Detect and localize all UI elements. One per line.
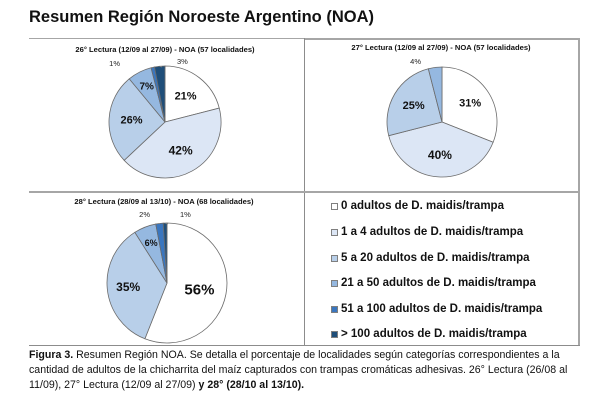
- frame-divider-horizontal: [29, 191, 580, 193]
- legend-swatch: [331, 279, 338, 287]
- legend-label: 51 a 100 adultos de D. maidis/trampa: [341, 303, 543, 315]
- pie-slice: [388, 121, 494, 178]
- slice-label: 4%: [410, 57, 421, 66]
- pie-slice: [386, 68, 443, 137]
- pie-slice: [164, 65, 220, 123]
- legend-label: 5 a 20 adultos de D. maidis/trampa: [341, 252, 530, 264]
- slice-label: 21%: [175, 90, 197, 102]
- legend-item: 21 a 50 adultos de D. maidis/trampa: [331, 275, 536, 291]
- frame-top-left: [29, 38, 304, 39]
- caption-text: Resumen Región NOA. Se detalla el porcen…: [29, 349, 568, 392]
- pie-chart-27-lectura: 27° Lectura (12/09 al 27/09) - NOA (57 l…: [351, 43, 531, 178]
- chart-title: 26° Lectura (12/09 al 27/09) - NOA (57 l…: [75, 45, 255, 54]
- legend-swatch: [331, 330, 338, 338]
- chart-title: 27° Lectura (12/09 al 27/09) - NOA (57 l…: [351, 43, 531, 52]
- slice-label: 2%: [139, 210, 150, 219]
- leader-line: [159, 65, 163, 68]
- legend-swatch: [331, 202, 338, 210]
- pie-slice: [441, 66, 498, 143]
- pie-chart-28-lectura: 28° Lectura (28/09 al 13/10) - NOA (68 l…: [74, 197, 254, 344]
- figure-caption: Figura 3. Resumen Región NOA. Se detalla…: [29, 348, 589, 394]
- slice-label: 56%: [184, 281, 214, 298]
- caption-figure-label: Figura 3.: [29, 349, 74, 361]
- leader-line: [165, 222, 169, 225]
- pie-slice: [108, 78, 166, 161]
- page-title: Resumen Región Noroeste Argentino (NOA): [29, 8, 374, 26]
- slice-label: 7%: [139, 82, 154, 93]
- chart-title: 28° Lectura (28/09 al 13/10) - NOA (68 l…: [74, 197, 254, 206]
- legend-label: 1 a 4 adultos de D. maidis/trampa: [341, 226, 524, 238]
- legend-item: > 100 adultos de D. maidis/trampa: [331, 326, 527, 342]
- leader-line: [433, 67, 436, 69]
- pie-chart-26-lectura: 26° Lectura (12/09 al 27/09) - NOA (57 l…: [75, 45, 255, 179]
- slice-label: 42%: [169, 144, 193, 158]
- pie-slice: [123, 107, 222, 179]
- leader-line: [159, 223, 161, 225]
- slice-label: 31%: [459, 98, 481, 110]
- legend-item: 5 a 20 adultos de D. maidis/trampa: [331, 250, 530, 266]
- legend-item: 1 a 4 adultos de D. maidis/trampa: [331, 224, 523, 240]
- caption-bold-tail: y 28° (28/10 al 13/10).: [198, 379, 305, 392]
- slice-label: 1%: [109, 59, 120, 68]
- leader-line: [149, 67, 153, 69]
- legend-swatch: [331, 254, 338, 262]
- slice-label: 26%: [120, 115, 142, 127]
- pie-slice: [162, 222, 168, 284]
- legend-label: > 100 adultos de D. maidis/trampa: [341, 328, 527, 340]
- slice-label: 6%: [145, 238, 158, 248]
- frame-top-right: [304, 38, 579, 40]
- pie-slice: [144, 222, 228, 344]
- slice-label: 40%: [428, 148, 452, 162]
- legend-swatch: [331, 228, 338, 236]
- pie-slice: [106, 231, 168, 340]
- legend-label: 21 a 50 adultos de D. maidis/trampa: [341, 277, 536, 289]
- slice-label: 1%: [180, 210, 191, 219]
- legend-item: 51 a 100 adultos de D. maidis/trampa: [331, 301, 542, 317]
- legend-label: 0 adultos de D. maidis/trampa: [341, 200, 504, 212]
- slice-label: 35%: [116, 280, 140, 294]
- legend-swatch: [331, 305, 338, 313]
- slice-label: 3%: [177, 57, 188, 66]
- frame-bottom: [29, 345, 580, 346]
- legend-item: 0 adultos de D. maidis/trampa: [331, 198, 504, 214]
- slice-label: 25%: [403, 100, 425, 112]
